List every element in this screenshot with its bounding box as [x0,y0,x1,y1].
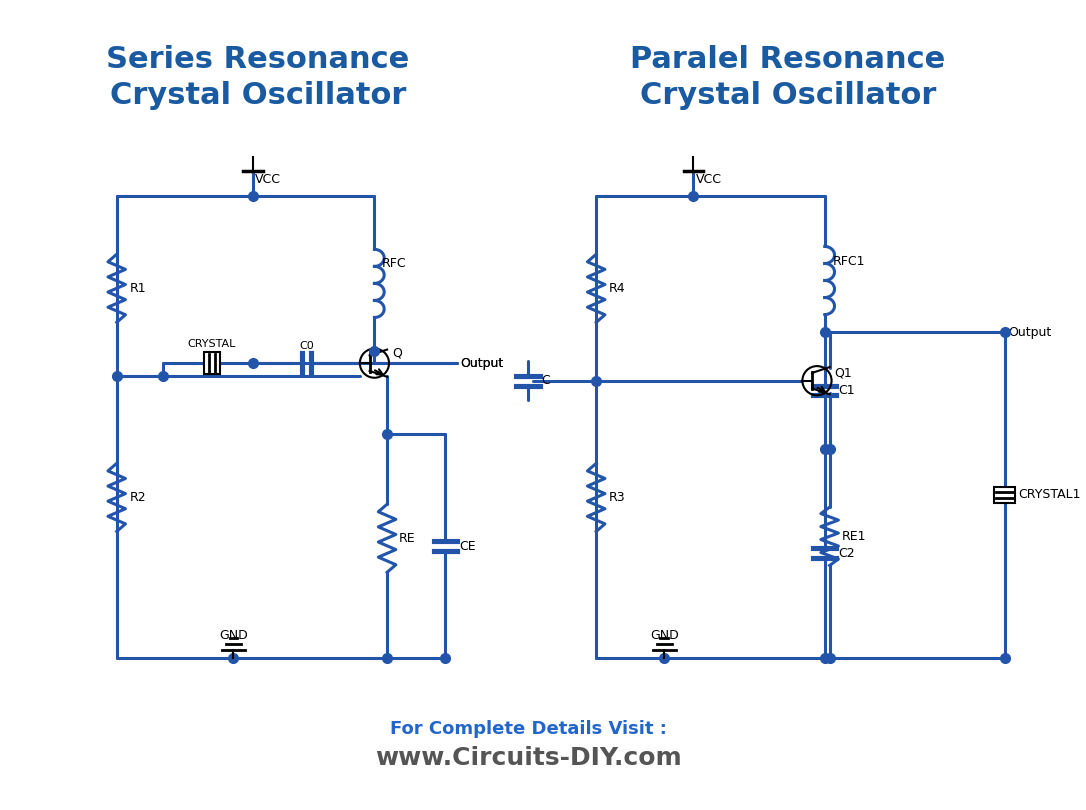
Text: Output: Output [460,356,503,369]
Text: R2: R2 [129,491,146,504]
Text: C1: C1 [838,384,855,397]
Text: GND: GND [649,629,679,642]
Text: RFC: RFC [382,258,407,271]
Text: Q1: Q1 [834,366,853,379]
Text: C: C [542,374,551,387]
Text: RE1: RE1 [842,530,866,543]
Text: Q: Q [392,347,402,360]
Text: CE: CE [459,539,476,552]
Text: C0: C0 [299,341,314,351]
Text: GND: GND [219,629,248,642]
Text: Output: Output [1009,326,1052,339]
Text: CRYSTAL: CRYSTAL [188,339,237,349]
Bar [204,352,219,374]
Text: VCC: VCC [255,173,281,185]
Text: R4: R4 [609,282,626,295]
Text: RFC1: RFC1 [833,254,866,267]
Text: R3: R3 [609,491,626,504]
Text: CRYSTAL1: CRYSTAL1 [1019,488,1081,501]
Text: Series Resonance
Crystal Oscillator: Series Resonance Crystal Oscillator [106,45,409,110]
Text: Output: Output [460,356,503,369]
Text: For Complete Details Visit :: For Complete Details Visit : [390,720,667,738]
Text: VCC: VCC [695,173,721,185]
Text: Paralel Resonance
Crystal Oscillator: Paralel Resonance Crystal Oscillator [630,45,946,110]
Text: C2: C2 [838,547,855,560]
Text: RE: RE [399,531,415,545]
Text: www.Circuits-DIY.com: www.Circuits-DIY.com [375,746,682,770]
Text: R1: R1 [129,282,146,295]
Bar [994,487,1015,503]
